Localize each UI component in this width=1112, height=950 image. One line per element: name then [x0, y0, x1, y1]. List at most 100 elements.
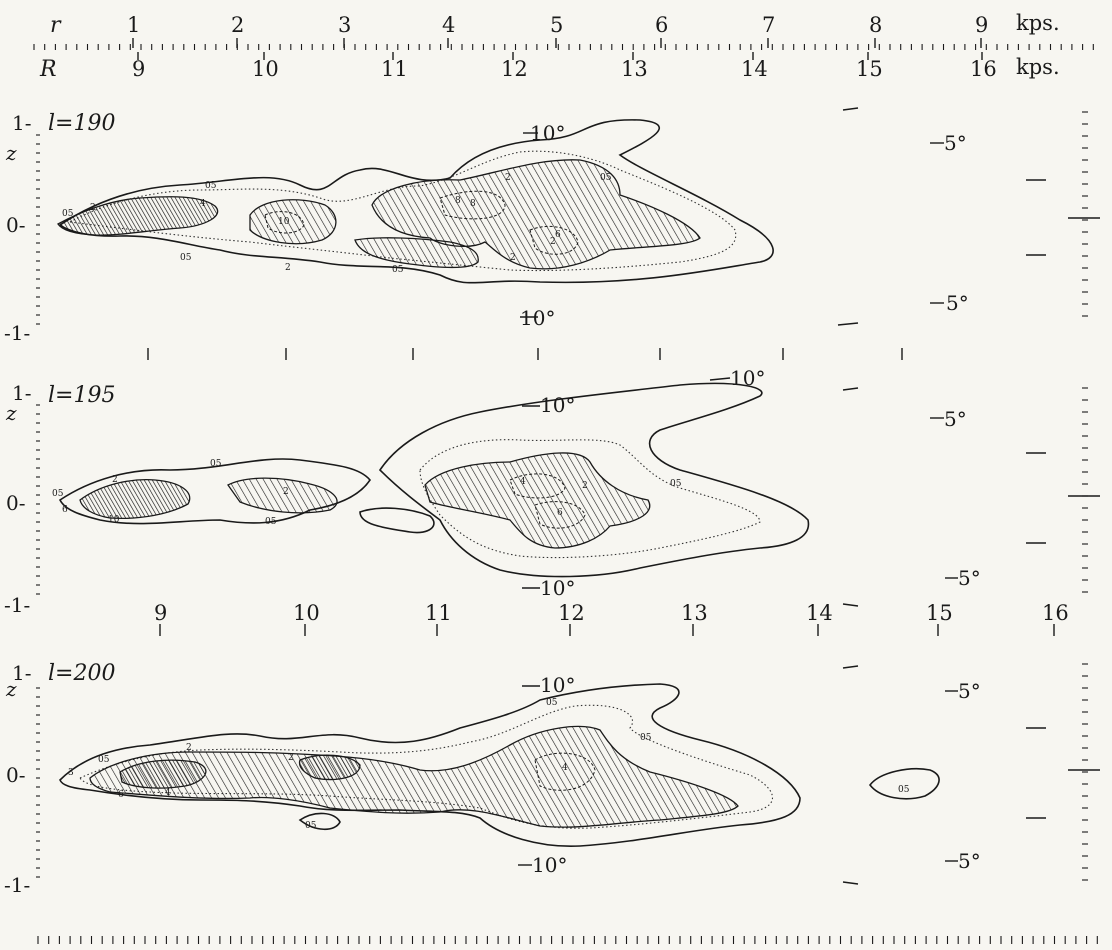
panel2-mark-a [842, 387, 859, 391]
contour-label: 4 [200, 199, 206, 209]
panel2-contour-outer [378, 382, 810, 578]
panel3-z-label: z [5, 677, 17, 701]
panel-l195: 1- z l=195 0- -1- 05 2 6 10 05 2 05 05 2 4 6 10° 1… [4, 366, 1100, 617]
r-tick-label: 5 [550, 13, 563, 37]
mid-R-tick-label: 9 [154, 601, 167, 625]
panel3-z-bottom: -1- [4, 873, 30, 897]
panel2-lat-right-bottom: 5° [958, 566, 981, 590]
panel3-z-zero: 0- [6, 763, 25, 787]
panel3-inner-4 [534, 752, 596, 791]
panel3-hatch-core [119, 759, 207, 789]
panel3-label: l=200 [48, 661, 115, 686]
contour-label: 05 [600, 173, 612, 183]
contour-label: 8 [470, 199, 476, 209]
panel2-label: l=195 [48, 383, 115, 408]
panel3-lat-bottom: 10° [532, 853, 567, 877]
panel1-contour-outer [58, 119, 774, 284]
panel2-inner-4 [509, 473, 566, 499]
contour-label: 8 [455, 196, 461, 206]
contour-label: 05 [898, 785, 910, 795]
mid-R-tick-label: 12 [558, 601, 585, 625]
r-tick-label: 7 [762, 13, 775, 37]
panel1-hatch-lower [354, 237, 479, 269]
panel1-mark-a [842, 107, 859, 111]
contour-label: 3 [68, 768, 74, 778]
panel1-z-top: 1- [12, 111, 31, 135]
panel1-lat-bottom: 10° [520, 306, 555, 330]
panel2-mark-d [842, 603, 859, 607]
panel3-mark-d [842, 881, 859, 885]
panel3-lat-right-bottom: 5° [958, 849, 981, 873]
panel2-contour-05 [419, 439, 761, 559]
panel3-lat-right-top: 5° [958, 679, 981, 703]
panel2-lat-bottom: 10° [540, 576, 575, 600]
panel3-mark-a [842, 665, 859, 669]
panel2-z-bottom: -1- [4, 593, 30, 617]
panel1-z-axis-dots [36, 134, 40, 325]
panel3-contour-blob [868, 767, 940, 800]
r-tick-label: 6 [655, 13, 668, 37]
panel3-right-dots [1082, 663, 1088, 881]
panel2-hatch-mid [227, 477, 338, 514]
R-tick-label: 13 [621, 57, 648, 81]
R-scale-label: R [39, 57, 57, 82]
mid-R-scale: 9 10 11 12 13 14 15 16 [154, 601, 1069, 636]
panel1-z-bottom: -1- [4, 321, 30, 345]
panel2-z-axis-dots [36, 404, 40, 595]
r-tick-label: 8 [869, 13, 882, 37]
contour-label: 05 [180, 253, 192, 263]
panel-l200: 1- z l=200 0- -1- 05 2 3 6 4 05 2 4 05 05 05 10° 1… [4, 661, 1100, 897]
panel2-right-dots [1082, 387, 1088, 593]
panel1-label: l=190 [48, 111, 115, 136]
panel3-z-axis-dots [36, 687, 40, 878]
r-scale-label: r [50, 13, 62, 38]
contour-label: 2 [582, 481, 588, 491]
contour-label: 05 [265, 517, 277, 527]
contour-label: 05 [210, 459, 222, 469]
contour-label: 2 [283, 487, 289, 497]
mid-R-tick-label: 15 [926, 601, 953, 625]
r-unit-label: kps. [1016, 11, 1060, 35]
r-tick-label: 1 [127, 13, 140, 37]
contour-label: 10 [278, 217, 290, 227]
panel3-z-top: 1- [12, 661, 31, 685]
R-unit-label: kps. [1016, 55, 1060, 79]
R-tick-label: 16 [970, 57, 997, 81]
mid-R-scale-ticks: 9 10 11 12 13 14 15 16 [154, 601, 1069, 636]
contour-label: 4 [520, 477, 526, 487]
mid-R-tick-label: 11 [425, 601, 452, 625]
contour-label: 6 [118, 790, 124, 800]
contour-label: 2 [288, 753, 294, 763]
contour-label: 4 [165, 788, 171, 798]
R-tick-label: 15 [856, 57, 883, 81]
contour-label: 6 [62, 505, 68, 515]
contour-label: 05 [640, 733, 652, 743]
panel1-bottom-ticks [147, 348, 903, 360]
contour-label: 05 [392, 265, 404, 275]
panel2-contour-labels: 05 2 6 10 05 2 05 05 2 4 6 [52, 459, 682, 527]
panel2-lat-right-top: 5° [944, 407, 967, 431]
contour-label: 2 [505, 173, 511, 183]
panel1-hatch-mid [249, 199, 337, 245]
panel2-z-top: 1- [12, 381, 31, 405]
contour-label: 2 [510, 253, 516, 263]
panel1-inner-10 [264, 211, 305, 234]
r-tick-label: 2 [231, 13, 244, 37]
contour-label: 05 [305, 821, 317, 831]
panel1-lat-right-top: 5° [944, 131, 967, 155]
panel2-hatch-core [79, 479, 191, 520]
panel2-lat-top2-dash [709, 377, 731, 381]
mid-R-tick-label: 10 [293, 601, 320, 625]
R-scale-ticks: 9 10 11 12 13 14 15 16 [132, 52, 997, 81]
panel1-right-dots [1082, 111, 1088, 317]
panel1-mark-d [837, 322, 859, 326]
panel1-lat-right-bottom: 5° [946, 291, 969, 315]
contour-label: 05 [670, 479, 682, 489]
contour-label: 4 [562, 763, 568, 773]
panel2-inner-6 [534, 501, 586, 529]
contour-label: 2 [285, 263, 291, 273]
